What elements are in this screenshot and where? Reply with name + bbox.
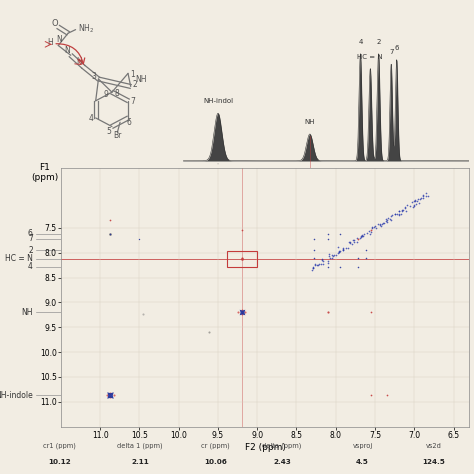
Text: NH$_2$: NH$_2$ [78, 23, 95, 36]
Text: 2.43: 2.43 [273, 458, 291, 465]
Text: 2: 2 [28, 246, 33, 255]
Text: NH-indol: NH-indol [203, 98, 233, 104]
Text: 4: 4 [88, 114, 93, 123]
Text: 10.06: 10.06 [204, 458, 227, 465]
Text: 10.12: 10.12 [48, 458, 71, 465]
Text: 2: 2 [132, 80, 137, 89]
Text: 4: 4 [28, 262, 33, 271]
Y-axis label: F1
(ppm): F1 (ppm) [31, 163, 58, 182]
Text: 9: 9 [103, 90, 109, 99]
Text: vsproj: vsproj [353, 443, 373, 449]
Text: 2.11: 2.11 [131, 458, 149, 465]
Text: Br: Br [113, 131, 121, 140]
Text: NH: NH [305, 119, 315, 125]
Text: 2: 2 [376, 39, 381, 45]
Text: 7: 7 [131, 97, 136, 106]
Text: O: O [51, 18, 58, 27]
Text: 6: 6 [394, 45, 399, 51]
Text: H: H [76, 57, 82, 66]
Text: NH-indole: NH-indole [0, 391, 33, 400]
Text: vs2d: vs2d [426, 443, 442, 449]
Text: 3: 3 [91, 72, 96, 81]
Text: HC = N: HC = N [5, 254, 33, 263]
Text: 6: 6 [28, 229, 33, 238]
Text: 124.5: 124.5 [422, 458, 445, 465]
Text: 4.5: 4.5 [356, 458, 369, 465]
Text: H: H [47, 37, 53, 46]
Text: 8: 8 [115, 89, 119, 98]
Text: 6: 6 [127, 118, 131, 127]
Text: NH: NH [135, 74, 146, 83]
Text: 1: 1 [131, 70, 136, 79]
Bar [228, 251, 257, 266]
Text: cr1 (ppm): cr1 (ppm) [43, 443, 76, 449]
Text: cr (ppm): cr (ppm) [201, 443, 230, 449]
Text: 5: 5 [106, 127, 111, 136]
Text: 7: 7 [389, 49, 393, 55]
Text: N: N [64, 46, 71, 55]
Text: HC = N: HC = N [357, 54, 383, 60]
Text: 7: 7 [28, 234, 33, 243]
Text: delta 1 (ppm): delta 1 (ppm) [117, 443, 163, 449]
Text: N: N [56, 35, 62, 44]
X-axis label: F2 (ppm): F2 (ppm) [245, 443, 285, 452]
Text: delta (ppm): delta (ppm) [262, 443, 302, 449]
Text: NH: NH [21, 308, 33, 317]
Text: 4: 4 [358, 39, 363, 45]
